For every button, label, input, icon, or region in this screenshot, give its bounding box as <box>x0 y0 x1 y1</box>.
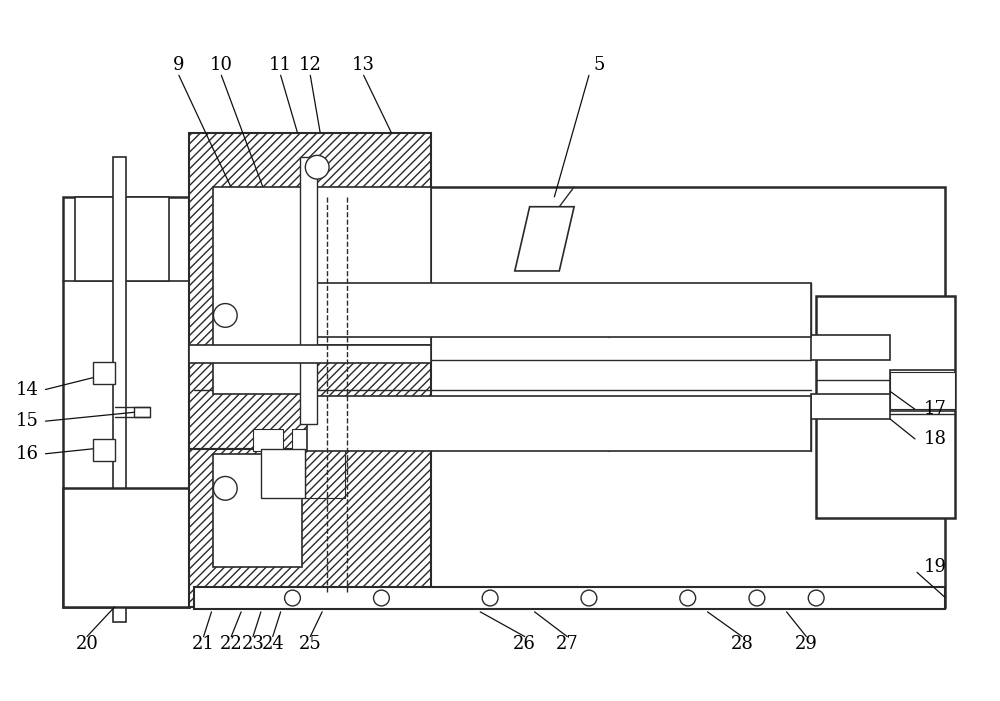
Bar <box>213 187 307 395</box>
Text: 11: 11 <box>269 56 292 74</box>
Text: 19: 19 <box>923 559 946 576</box>
Text: 21: 21 <box>192 636 215 653</box>
Circle shape <box>213 304 237 327</box>
Text: 28: 28 <box>731 636 754 653</box>
Circle shape <box>213 477 237 501</box>
Text: 12: 12 <box>299 56 322 74</box>
Bar <box>890 372 955 409</box>
Text: 18: 18 <box>923 430 946 448</box>
Circle shape <box>749 590 765 606</box>
Text: 22: 22 <box>220 636 243 653</box>
Text: 10: 10 <box>210 56 233 74</box>
Bar <box>75 197 169 281</box>
Bar <box>63 197 189 607</box>
Bar <box>307 283 811 337</box>
Text: 26: 26 <box>513 636 536 653</box>
Bar <box>189 449 431 607</box>
Text: 23: 23 <box>242 636 264 653</box>
Bar <box>307 187 431 345</box>
Text: 27: 27 <box>556 636 579 653</box>
Bar <box>63 489 189 607</box>
Circle shape <box>680 590 696 606</box>
Bar <box>194 187 945 607</box>
Circle shape <box>482 590 498 606</box>
Bar <box>811 335 890 360</box>
Text: 14: 14 <box>16 381 39 399</box>
Text: 17: 17 <box>923 400 946 418</box>
Circle shape <box>374 590 389 606</box>
Bar <box>307 397 811 451</box>
Bar <box>213 454 302 567</box>
Bar <box>134 407 150 417</box>
Bar <box>253 429 283 451</box>
Bar <box>189 345 431 363</box>
Bar <box>251 489 276 518</box>
Bar <box>113 157 126 622</box>
Text: 24: 24 <box>261 636 284 653</box>
Text: 16: 16 <box>16 444 39 463</box>
Text: 5: 5 <box>593 56 604 74</box>
Text: 25: 25 <box>299 636 322 653</box>
Bar <box>811 395 890 419</box>
Circle shape <box>581 590 597 606</box>
Circle shape <box>285 590 300 606</box>
Bar <box>194 587 945 609</box>
Bar <box>292 429 327 451</box>
Bar <box>816 296 955 518</box>
Circle shape <box>305 156 329 179</box>
Text: 29: 29 <box>795 636 818 653</box>
Bar <box>189 132 431 449</box>
Bar <box>93 362 115 383</box>
Bar <box>261 449 305 498</box>
Text: 9: 9 <box>173 56 185 74</box>
Bar <box>305 449 345 498</box>
Circle shape <box>808 590 824 606</box>
Bar <box>300 157 317 424</box>
Bar <box>93 439 115 461</box>
Bar <box>890 369 955 411</box>
Polygon shape <box>515 207 574 271</box>
Text: 15: 15 <box>16 412 39 430</box>
Text: 20: 20 <box>76 636 98 653</box>
Text: 13: 13 <box>352 56 375 74</box>
